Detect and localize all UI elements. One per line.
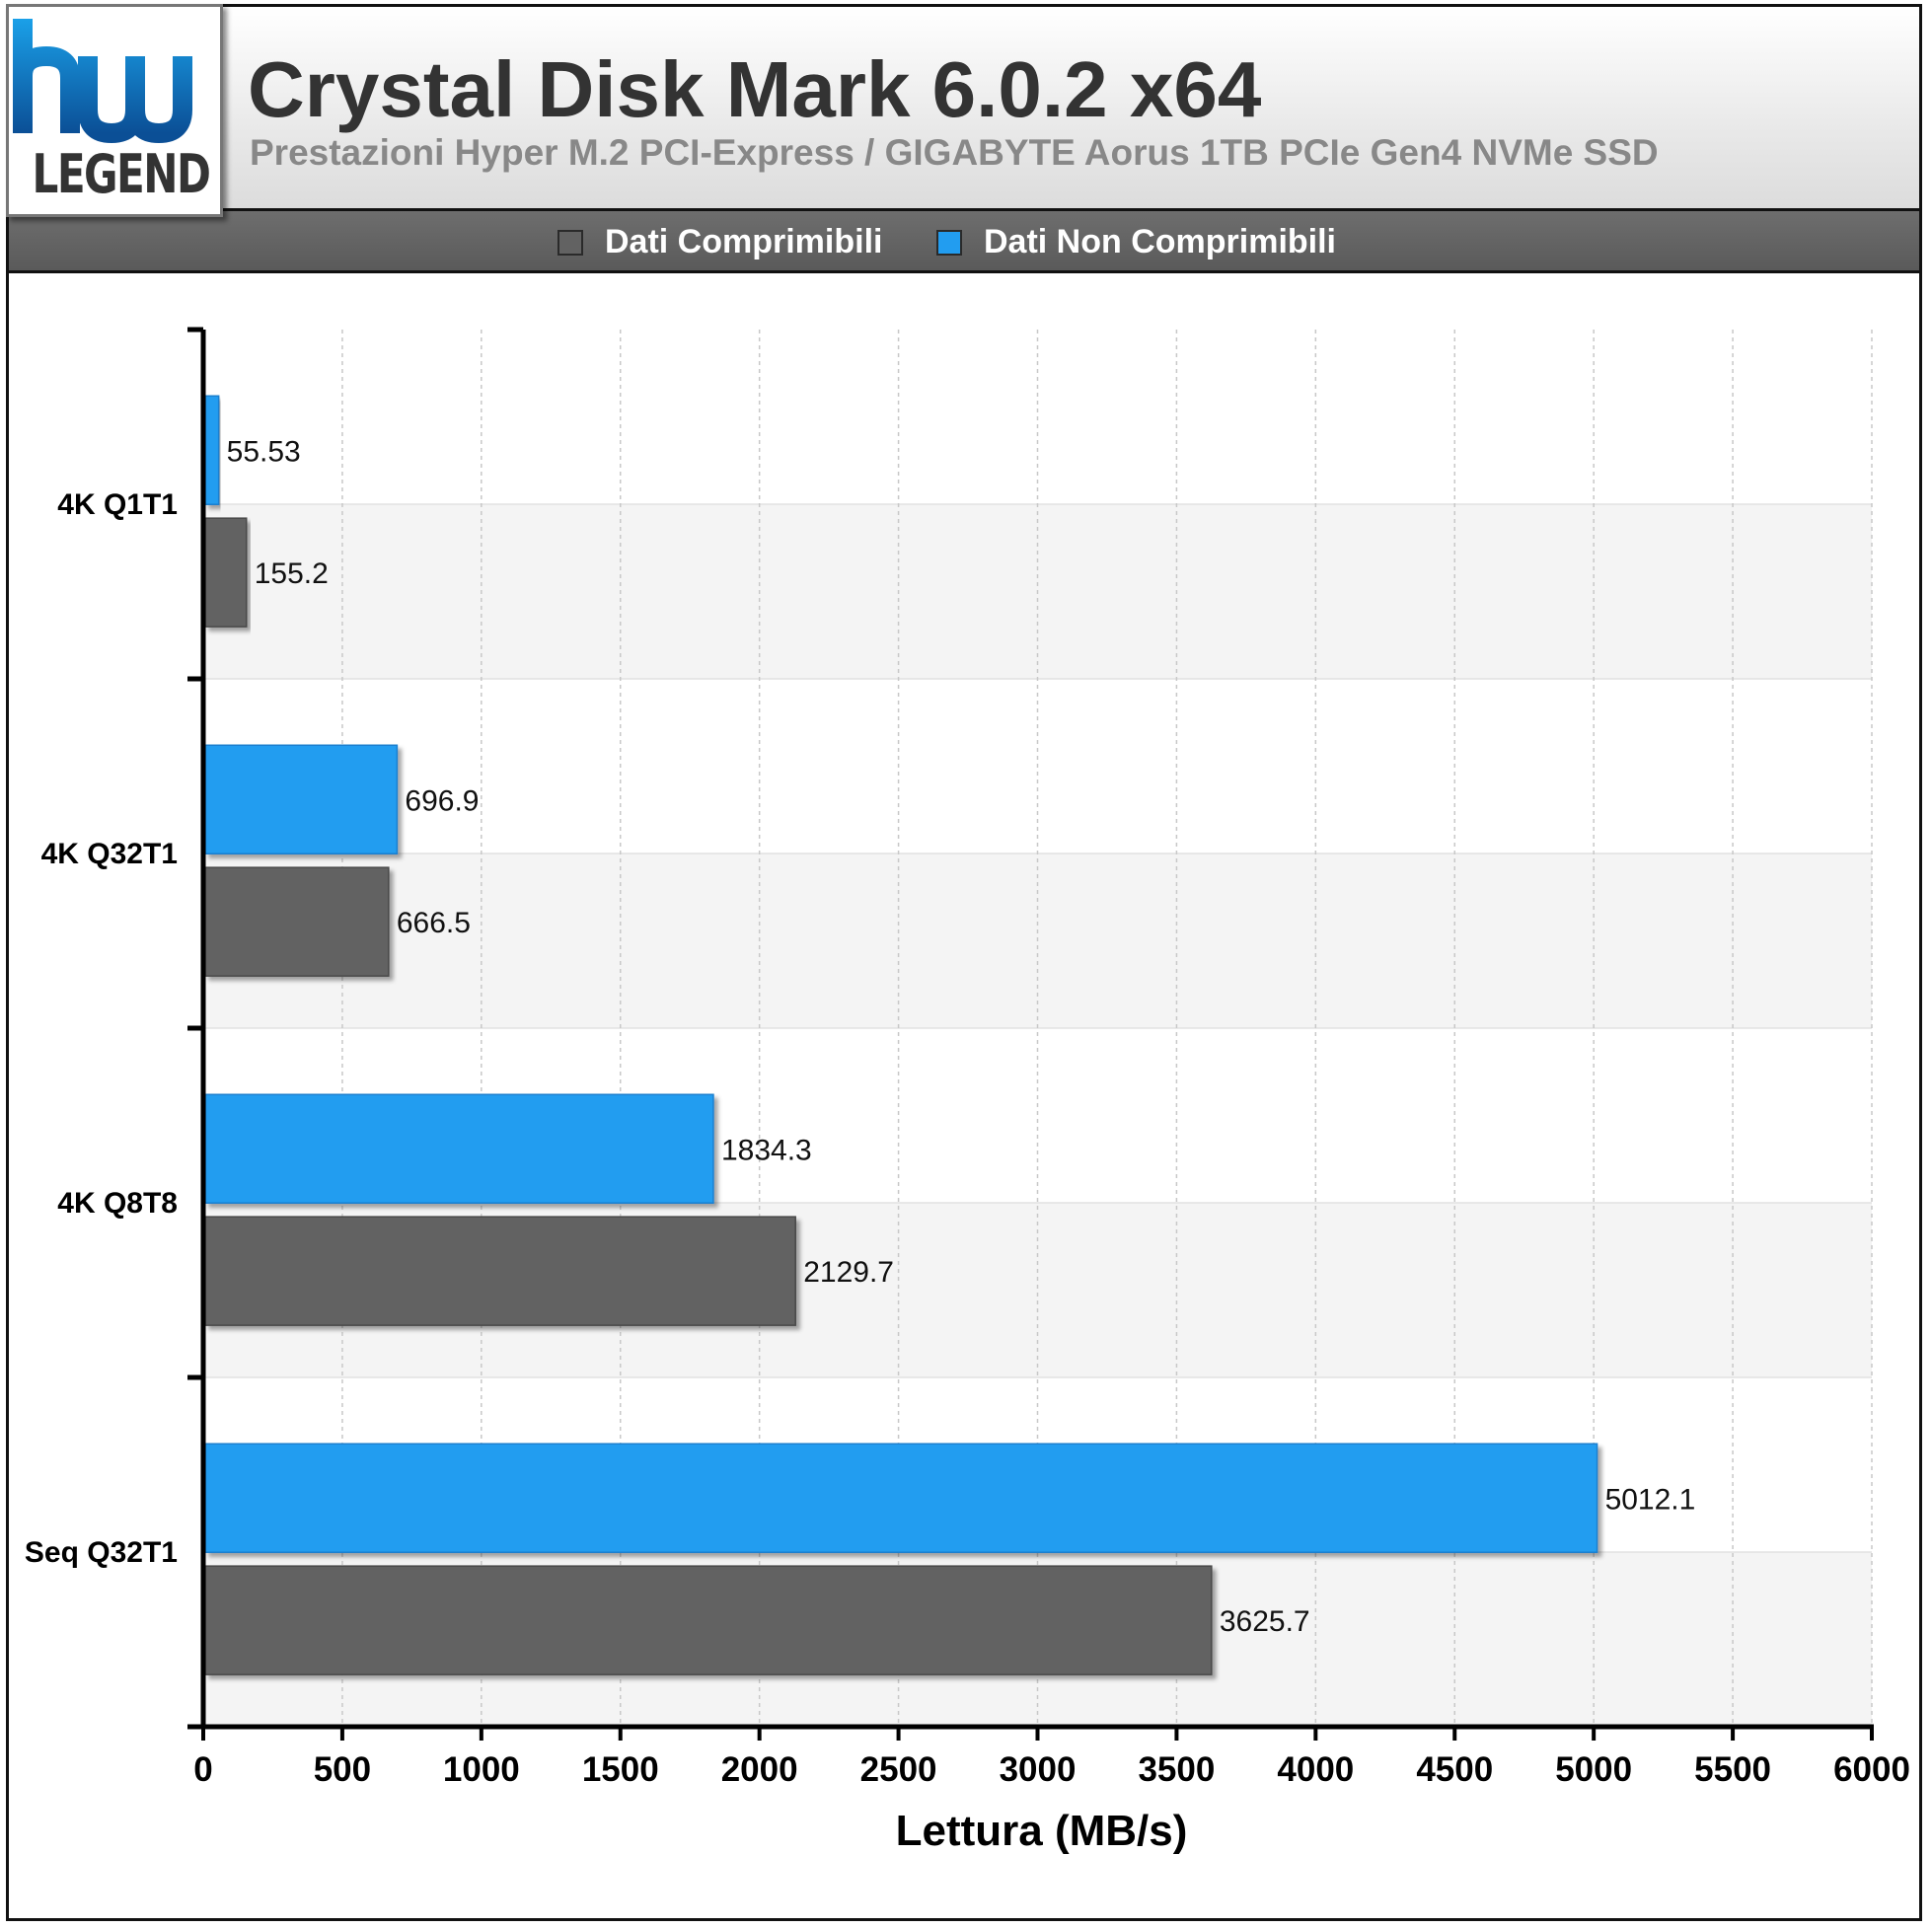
chart-subtitle: Prestazioni Hyper M.2 PCI-Express / GIGA… bbox=[250, 132, 1659, 173]
x-tick-label: 3000 bbox=[1000, 1750, 1077, 1789]
bar-value-label: 2129.7 bbox=[803, 1256, 894, 1289]
category-label: Seq Q32T1 bbox=[25, 1536, 178, 1569]
bar-value-label: 666.5 bbox=[397, 907, 471, 939]
bar-value-label: 3625.7 bbox=[1220, 1605, 1310, 1638]
bar-value-label: 5012.1 bbox=[1605, 1483, 1696, 1516]
bar-value-label: 155.2 bbox=[255, 557, 329, 590]
legend-label-noncompressible: Dati Non Comprimibili bbox=[984, 223, 1336, 260]
bar-value-label: 696.9 bbox=[405, 784, 479, 817]
x-tick-label: 2500 bbox=[860, 1750, 937, 1789]
legend-item-noncompressible: Dati Non Comprimibili bbox=[936, 223, 1336, 261]
category-label: 4K Q1T1 bbox=[57, 488, 178, 521]
legend-item-compressible: Dati Comprimibili bbox=[557, 223, 882, 261]
x-tick-label: 2000 bbox=[721, 1750, 798, 1789]
x-tick-label: 0 bbox=[193, 1750, 212, 1789]
x-tick-label: 4500 bbox=[1416, 1750, 1493, 1789]
bar bbox=[204, 1093, 714, 1205]
logo-wordmark: LEGEND bbox=[32, 143, 211, 205]
bar bbox=[204, 866, 390, 977]
chart-title: Crystal Disk Mark 6.0.2 x64 bbox=[248, 45, 1262, 133]
hwlegend-logo: LEGEND bbox=[6, 4, 223, 217]
category-label: 4K Q8T8 bbox=[57, 1187, 178, 1220]
x-tick-label: 5000 bbox=[1555, 1750, 1632, 1789]
legend-bar: Dati Comprimibili Dati Non Comprimibili bbox=[6, 208, 1922, 273]
x-tick-label: 6000 bbox=[1833, 1750, 1910, 1789]
legend-swatch-compressible bbox=[557, 229, 583, 256]
x-tick-label: 500 bbox=[314, 1750, 371, 1789]
bar bbox=[204, 395, 220, 506]
bar bbox=[204, 1443, 1598, 1554]
legend-label-compressible: Dati Comprimibili bbox=[605, 223, 883, 260]
legend-swatch-noncompressible bbox=[936, 229, 962, 256]
bar bbox=[204, 1565, 1213, 1675]
x-tick-label: 1500 bbox=[582, 1750, 659, 1789]
chart-header: Crystal Disk Mark 6.0.2 x64 Prestazioni … bbox=[6, 4, 1922, 211]
x-tick-label: 3500 bbox=[1138, 1750, 1215, 1789]
bar-value-label: 1834.3 bbox=[721, 1134, 812, 1166]
bar bbox=[204, 1216, 796, 1326]
hw-logo-icon bbox=[13, 19, 192, 144]
bar bbox=[204, 517, 248, 628]
x-tick-label: 1000 bbox=[443, 1750, 520, 1789]
x-tick-label: 4000 bbox=[1277, 1750, 1354, 1789]
x-tick-label: 5500 bbox=[1694, 1750, 1771, 1789]
x-axis-title: Lettura (MB/s) bbox=[896, 1807, 1188, 1855]
bar bbox=[204, 744, 399, 855]
bar-value-label: 55.53 bbox=[227, 435, 301, 468]
category-label: 4K Q32T1 bbox=[41, 838, 178, 870]
